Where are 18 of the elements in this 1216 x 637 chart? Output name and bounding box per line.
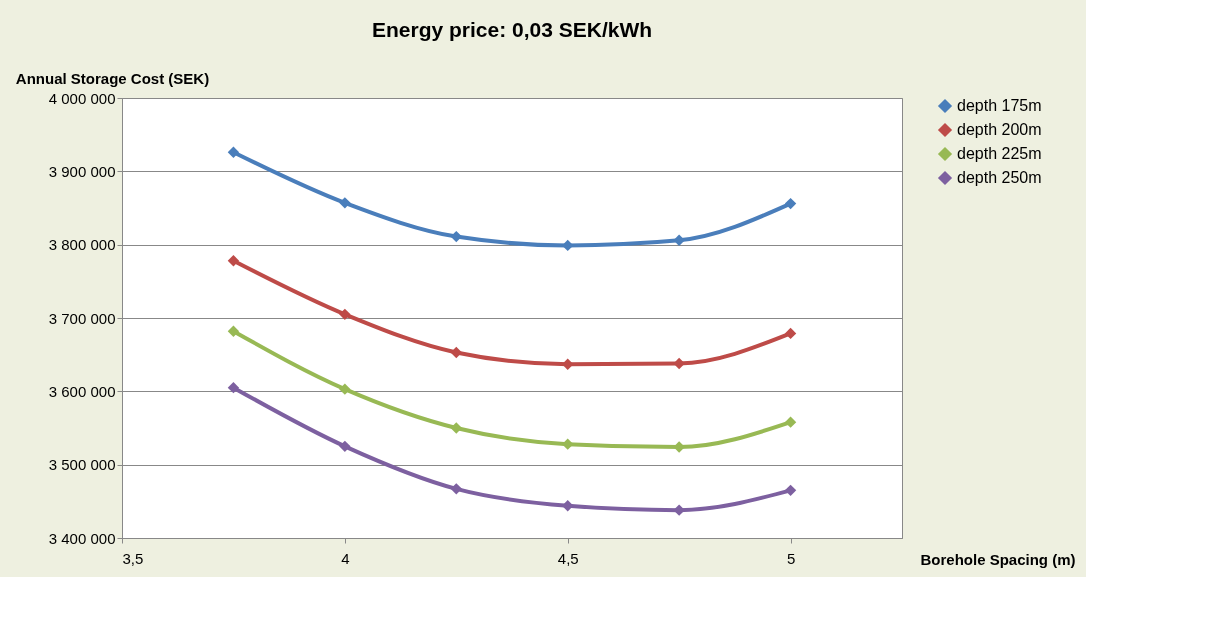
y-tick-label: 3 800 000 — [48, 236, 116, 254]
legend-label: depth 200m — [957, 121, 1042, 138]
y-tick-label: 3 400 000 — [48, 529, 116, 547]
x-tick-label: 4 — [341, 549, 350, 567]
x-tick-label: 3,5 — [122, 549, 144, 567]
y-tick-label: 3 700 000 — [48, 309, 116, 327]
y-axis-title: Annual Storage Cost (SEK) — [15, 69, 210, 87]
x-tick-label: 4,5 — [557, 549, 579, 567]
legend-label: depth 175m — [957, 97, 1042, 114]
y-tick-label: 3 900 000 — [48, 162, 116, 180]
legend-label: depth 250m — [957, 169, 1042, 186]
y-tick-label: 4 000 000 — [48, 89, 116, 107]
y-tick-label: 3 500 000 — [48, 456, 116, 474]
legend-label: depth 225m — [957, 145, 1042, 162]
x-axis-title: Borehole Spacing (m) — [920, 550, 1076, 568]
chart-title: Energy price: 0,03 SEK/kWh — [371, 18, 653, 41]
x-tick-label: 5 — [786, 549, 796, 567]
y-tick-label: 3 600 000 — [48, 382, 116, 400]
